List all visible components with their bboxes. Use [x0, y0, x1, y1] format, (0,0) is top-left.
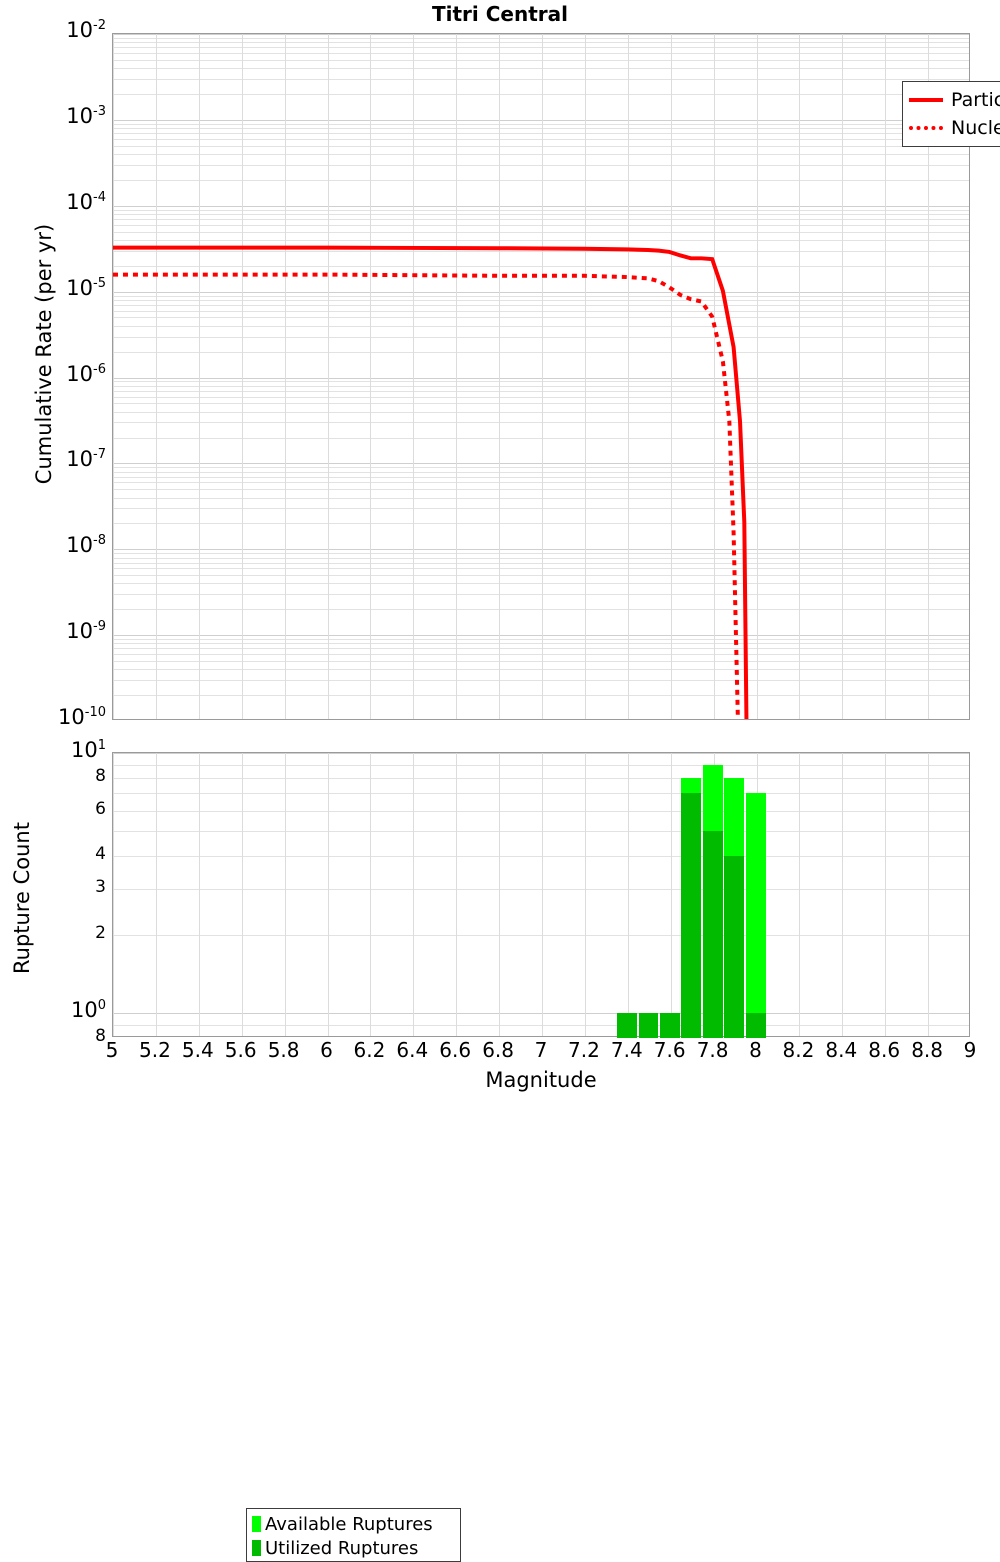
lower-y-tick: 8 — [95, 1026, 106, 1046]
x-tick: 5.8 — [267, 1038, 300, 1062]
x-tick: 6.2 — [353, 1038, 386, 1062]
lower-y-tick: 100 — [70, 997, 106, 1022]
legend-label-participation: Participation — [951, 89, 1000, 111]
utilized-rupture-bar — [638, 1012, 659, 1038]
upper-y-tick-labels: 10-2 10-3 10-4 10-5 10-6 10-7 10-8 10-9 10-10 — [0, 0, 106, 760]
legend-label-available: Available Ruptures — [265, 1513, 433, 1535]
x-tick: 6.8 — [482, 1038, 514, 1062]
x-axis-title: Magnitude — [485, 1068, 597, 1092]
x-tick: 6.4 — [396, 1038, 429, 1062]
lower-y-tick: 6 — [95, 798, 106, 819]
upper-y-tick: 10-6 — [66, 361, 106, 386]
lower-y-tick: 8 — [95, 766, 106, 787]
x-tick: 8.4 — [825, 1038, 858, 1062]
legend-item-available: Available Ruptures — [252, 1512, 455, 1536]
lower-y-axis-title: Rupture Count — [10, 822, 34, 974]
utilized-rupture-bar — [702, 831, 723, 1038]
utilized-swatch-icon — [252, 1540, 261, 1556]
dotted-line-icon — [909, 126, 943, 130]
legend-item-utilized: Utilized Ruptures — [252, 1536, 455, 1560]
mfd-curves — [113, 245, 749, 719]
x-tick: 7 — [534, 1038, 548, 1062]
x-tick: 7.8 — [696, 1038, 729, 1062]
upper-y-tick: 10-10 — [58, 705, 106, 729]
x-tick: 8 — [749, 1038, 762, 1062]
x-tick: 7.6 — [653, 1038, 686, 1062]
upper-y-tick: 10-2 — [66, 18, 106, 42]
lower-y-tick: 101 — [70, 738, 106, 762]
legend-item-nucleation: Nucleation — [909, 114, 1000, 142]
x-tick: 8.8 — [911, 1038, 943, 1062]
page-title: Titri Central — [432, 2, 568, 26]
mfd-legend: Participation Nucleation — [902, 81, 1000, 147]
rupture-legend: Available Ruptures Utilized Ruptures — [246, 1508, 461, 1562]
rupture-bars — [113, 753, 969, 1038]
upper-y-axis-title: Cumulative Rate (per yr) — [32, 223, 56, 485]
participation-curve — [113, 245, 749, 719]
available-swatch-icon — [252, 1516, 261, 1532]
x-tick: 6.6 — [439, 1038, 472, 1062]
upper-y-tick: 10-9 — [66, 619, 106, 644]
upper-gridlines — [113, 34, 969, 719]
nucleation-curve — [113, 272, 740, 719]
upper-y-tick: 10-8 — [66, 533, 106, 558]
x-tick: 8.2 — [782, 1038, 815, 1062]
x-tick: 8.6 — [868, 1038, 901, 1062]
utilized-rupture-bar — [681, 793, 702, 1038]
x-tick: 5 — [105, 1038, 119, 1062]
lower-y-tick: 3 — [95, 876, 106, 897]
lower-y-tick: 2 — [95, 922, 106, 943]
lower-y-tick-labels: 101 8 6 4 3 2 100 8 — [0, 730, 106, 1060]
upper-y-tick: 10-7 — [66, 447, 106, 472]
upper-y-tick: 10-5 — [66, 275, 106, 300]
solid-line-icon — [909, 98, 943, 102]
x-tick: 7.4 — [610, 1038, 643, 1062]
lower-gridlines — [113, 753, 969, 1036]
x-tick: 5.2 — [138, 1038, 171, 1062]
x-tick: 6 — [320, 1038, 333, 1062]
lower-y-tick: 4 — [95, 844, 106, 865]
x-tick: 7.2 — [567, 1038, 600, 1062]
rupture-count-panel: Available Ruptures Utilized Ruptures — [112, 752, 970, 1562]
utilized-rupture-bar — [724, 856, 745, 1038]
mfd-plot-panel: Participation Nucleation — [112, 33, 1000, 720]
utilized-rupture-bar — [617, 1012, 637, 1038]
utilized-rupture-bar — [659, 1012, 680, 1038]
upper-y-tick: 10-3 — [66, 103, 106, 128]
x-tick: 5.6 — [224, 1038, 257, 1062]
x-tick: 9 — [963, 1038, 977, 1062]
available-rupture-bar — [745, 793, 766, 1038]
x-tick-labels: 5 5.2 5.4 5.6 5.8 6 6.2 6.4 6.6 6.8 7 7.2 7.4 7.6 7.8 8… — [0, 1038, 1000, 1068]
upper-y-tick: 10-4 — [66, 189, 106, 214]
legend-item-participation: Participation — [909, 86, 1000, 114]
legend-label-nucleation: Nucleation — [951, 117, 1000, 139]
x-tick: 5.4 — [181, 1038, 214, 1062]
legend-label-utilized: Utilized Ruptures — [265, 1537, 419, 1559]
utilized-rupture-bar — [745, 1012, 766, 1038]
